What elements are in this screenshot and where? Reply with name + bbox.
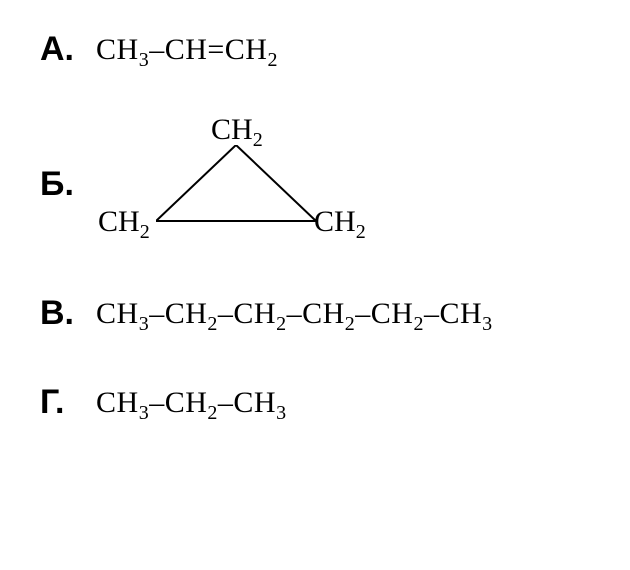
vertex-base: CH xyxy=(98,205,140,238)
vertex-sub: 2 xyxy=(356,221,366,243)
option-b-label: Б. xyxy=(40,165,96,204)
formula-seg: –CH xyxy=(218,297,276,330)
option-a-label: А. xyxy=(40,30,96,69)
option-c-formula: CH3–CH2–CH2–CH2–CH2–CH3 xyxy=(96,297,493,331)
vertex-right: CH2 xyxy=(314,205,366,239)
option-a-formula: CH3–CH=CH2 xyxy=(96,33,278,67)
formula-seg: –CH xyxy=(149,386,207,419)
vertex-top: CH2 xyxy=(211,113,263,147)
vertex-base: CH xyxy=(314,205,356,238)
formula-sub: 3 xyxy=(276,402,287,424)
formula-sub: 2 xyxy=(413,313,424,335)
formula-seg: –CH=CH xyxy=(149,33,267,66)
option-a-row: А. CH3–CH=CH2 xyxy=(40,30,590,69)
triangle-shape xyxy=(156,145,316,225)
formula-sub: 3 xyxy=(139,313,150,335)
formula-sub: 2 xyxy=(207,402,218,424)
vertex-sub: 2 xyxy=(140,221,150,243)
option-d-formula: CH3–CH2–CH3 xyxy=(96,386,287,420)
formula-sub: 3 xyxy=(139,49,150,71)
cyclopropane-diagram: CH2 CH2 CH2 xyxy=(96,119,366,239)
vertex-base: CH xyxy=(211,113,253,146)
formula-seg: –CH xyxy=(218,386,276,419)
formula-sub: 2 xyxy=(267,49,278,71)
formula-sub: 3 xyxy=(482,313,493,335)
formula-seg: –CH xyxy=(424,297,482,330)
formula-seg: CH xyxy=(96,297,139,330)
formula-sub: 2 xyxy=(276,313,287,335)
formula-seg: CH xyxy=(96,386,139,419)
formula-seg: –CH xyxy=(355,297,413,330)
option-d-label: Г. xyxy=(40,383,96,422)
formula-seg: CH xyxy=(96,33,139,66)
formula-seg: –CH xyxy=(287,297,345,330)
option-d-row: Г. CH3–CH2–CH3 xyxy=(40,383,590,422)
option-c-row: В. CH3–CH2–CH2–CH2–CH2–CH3 xyxy=(40,294,590,333)
triangle-polygon xyxy=(156,145,316,221)
formula-seg: –CH xyxy=(149,297,207,330)
option-c-label: В. xyxy=(40,294,96,333)
formula-sub: 3 xyxy=(139,402,150,424)
formula-sub: 2 xyxy=(207,313,218,335)
option-b-row: Б. CH2 CH2 CH2 xyxy=(40,119,590,239)
formula-sub: 2 xyxy=(345,313,356,335)
vertex-left: CH2 xyxy=(98,205,150,239)
